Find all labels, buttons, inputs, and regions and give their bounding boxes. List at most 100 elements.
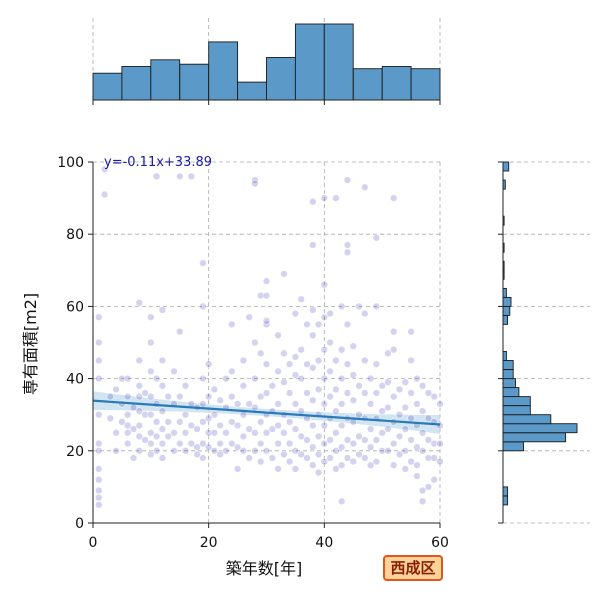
scatter-point [343, 176, 352, 184]
scatter-point [262, 317, 271, 325]
scatter-point [181, 382, 190, 390]
right-histogram-bar [502, 495, 509, 506]
scatter-point [95, 356, 103, 365]
scatter-point [239, 447, 248, 455]
scatter-point [239, 356, 248, 365]
scatter-point [251, 374, 259, 383]
scatter-point [343, 389, 352, 397]
main-grid [92, 161, 441, 524]
scatter-point [210, 411, 219, 419]
scatter-point [401, 447, 409, 455]
top-histogram-bar [150, 59, 181, 101]
scatter-point [181, 411, 190, 419]
scatter-point [141, 436, 149, 444]
scatter-point [372, 302, 381, 311]
scatter-point [205, 443, 213, 451]
scatter-point [424, 454, 433, 462]
scatter-point [401, 403, 409, 412]
scatter-point [233, 421, 242, 430]
scatter-point [314, 450, 323, 459]
scatter-point [280, 349, 288, 357]
scatter-point [199, 400, 207, 408]
scatter-point [158, 356, 167, 365]
scatter-point [309, 396, 317, 404]
scatter-point [205, 429, 213, 437]
scatter-point [210, 429, 219, 437]
scatter-point [135, 432, 143, 441]
scatter-point [95, 411, 103, 419]
right-histogram-bar [502, 432, 567, 443]
scatter-point [176, 439, 184, 448]
scatter-point [257, 291, 265, 300]
scatter-point [222, 447, 230, 455]
trend-line [92, 399, 441, 426]
right-histogram-bar [502, 351, 507, 361]
x-tick-label: 60 [431, 535, 449, 551]
scatter-point [210, 385, 219, 394]
scatter-point [332, 385, 340, 394]
scatter-point [135, 447, 143, 455]
scatter-point [193, 425, 201, 433]
scatter-point [366, 461, 375, 469]
scatter-point [222, 374, 230, 383]
scatter-point [112, 429, 120, 437]
scatter-point [407, 356, 415, 365]
scatter-point [262, 447, 271, 455]
scatter-point [378, 447, 386, 455]
scatter-point [424, 436, 433, 444]
scatter-point [205, 392, 213, 401]
scatter-point [228, 439, 236, 448]
scatter-point [176, 392, 184, 401]
scatter-point [361, 454, 369, 462]
scatter-point [343, 360, 352, 368]
scatter-point [332, 429, 340, 437]
scatter-point [332, 194, 340, 202]
scatter-point [349, 439, 357, 448]
scatter-point [251, 447, 259, 455]
right-histogram-bar [502, 423, 578, 434]
scatter-point [320, 346, 328, 354]
scatter-point [141, 389, 149, 397]
scatter-point [413, 400, 421, 408]
scatter-point [152, 374, 161, 383]
scatter-point [124, 392, 132, 401]
scatter-point [233, 400, 242, 408]
scatter-point [436, 439, 444, 448]
scatter-point [193, 443, 201, 451]
scatter-point [285, 457, 294, 466]
right-histogram-bar [502, 378, 516, 389]
scatter-point [436, 421, 444, 430]
scatter-point [366, 443, 375, 451]
scatter-point [407, 328, 415, 336]
scatter-point [338, 302, 346, 311]
scatter-point [320, 313, 328, 321]
right-histogram-bar [502, 360, 514, 370]
scatter-point [251, 403, 259, 412]
scatter-point [257, 392, 265, 401]
scatter-point [320, 421, 328, 430]
scatter-point [320, 439, 328, 448]
scatter-point [100, 165, 109, 173]
y-tick-label: 100 [57, 155, 84, 171]
scatter-point [251, 180, 259, 188]
scatter-point [430, 476, 438, 484]
scatter-point [251, 429, 259, 437]
scatter-point [152, 418, 161, 426]
scatter-point [291, 309, 300, 318]
scatter-point [343, 248, 352, 256]
scatter-point [239, 432, 248, 441]
scatter-point [384, 425, 392, 433]
scatter-point [372, 234, 381, 242]
scatter-point [338, 443, 346, 451]
scatter-point [124, 374, 132, 383]
scatter-point [384, 349, 392, 357]
scatter-point [285, 418, 294, 426]
scatter-point [349, 396, 357, 404]
scatter-point [228, 320, 236, 329]
scatter-point [320, 457, 328, 466]
y-axis-label: 専有面積[m2] [21, 293, 40, 395]
scatter-point [205, 360, 213, 368]
scatter-point [95, 374, 103, 383]
